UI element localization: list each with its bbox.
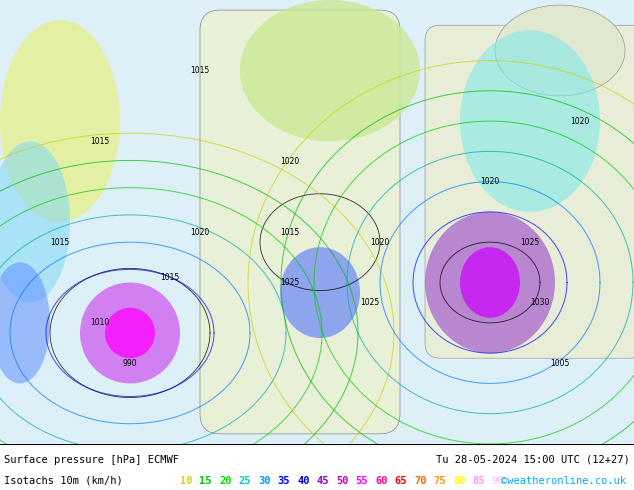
Text: 1020: 1020 [481, 177, 500, 186]
Ellipse shape [495, 5, 625, 96]
Text: 1020: 1020 [571, 117, 590, 125]
Ellipse shape [80, 283, 180, 383]
Ellipse shape [460, 30, 600, 212]
Text: 70: 70 [414, 476, 427, 486]
Text: 1010: 1010 [91, 318, 110, 327]
Text: 1020: 1020 [370, 238, 390, 246]
Text: 1015: 1015 [190, 66, 210, 75]
Text: 35: 35 [278, 476, 290, 486]
Text: 85: 85 [472, 476, 485, 486]
Text: 60: 60 [375, 476, 387, 486]
Text: 1025: 1025 [360, 298, 380, 307]
FancyBboxPatch shape [200, 10, 400, 434]
Ellipse shape [240, 0, 420, 141]
Ellipse shape [0, 141, 70, 303]
Text: Surface pressure [hPa] ECMWF: Surface pressure [hPa] ECMWF [4, 455, 179, 465]
FancyBboxPatch shape [425, 25, 634, 358]
Ellipse shape [425, 212, 555, 353]
Text: 1025: 1025 [521, 238, 540, 246]
Text: 1015: 1015 [280, 227, 300, 237]
Text: ©weatheronline.co.uk: ©weatheronline.co.uk [501, 476, 626, 486]
Text: 1015: 1015 [50, 238, 70, 246]
Text: 75: 75 [434, 476, 446, 486]
Text: 1015: 1015 [160, 273, 179, 282]
Text: Isotachs 10m (km/h): Isotachs 10m (km/h) [4, 476, 123, 486]
Text: 1030: 1030 [530, 298, 550, 307]
Ellipse shape [105, 308, 155, 358]
Text: 1020: 1020 [190, 227, 210, 237]
Text: 55: 55 [356, 476, 368, 486]
Text: 25: 25 [238, 476, 251, 486]
Ellipse shape [280, 247, 360, 338]
Text: 1005: 1005 [550, 359, 570, 368]
Text: 1025: 1025 [280, 278, 300, 287]
Text: 1015: 1015 [91, 137, 110, 146]
Text: 1020: 1020 [280, 157, 300, 166]
Text: Tu 28-05-2024 15:00 UTC (12+27): Tu 28-05-2024 15:00 UTC (12+27) [436, 455, 630, 465]
Text: 45: 45 [316, 476, 329, 486]
Text: 40: 40 [297, 476, 309, 486]
Text: 50: 50 [336, 476, 349, 486]
Ellipse shape [0, 262, 50, 383]
Ellipse shape [460, 247, 520, 318]
Text: 990: 990 [123, 359, 138, 368]
Text: 65: 65 [394, 476, 407, 486]
Text: 20: 20 [219, 476, 231, 486]
Ellipse shape [0, 20, 120, 222]
Text: 15: 15 [200, 476, 212, 486]
Text: 90: 90 [492, 476, 505, 486]
Text: 30: 30 [258, 476, 271, 486]
Text: 80: 80 [453, 476, 465, 486]
Text: 10: 10 [180, 476, 193, 486]
